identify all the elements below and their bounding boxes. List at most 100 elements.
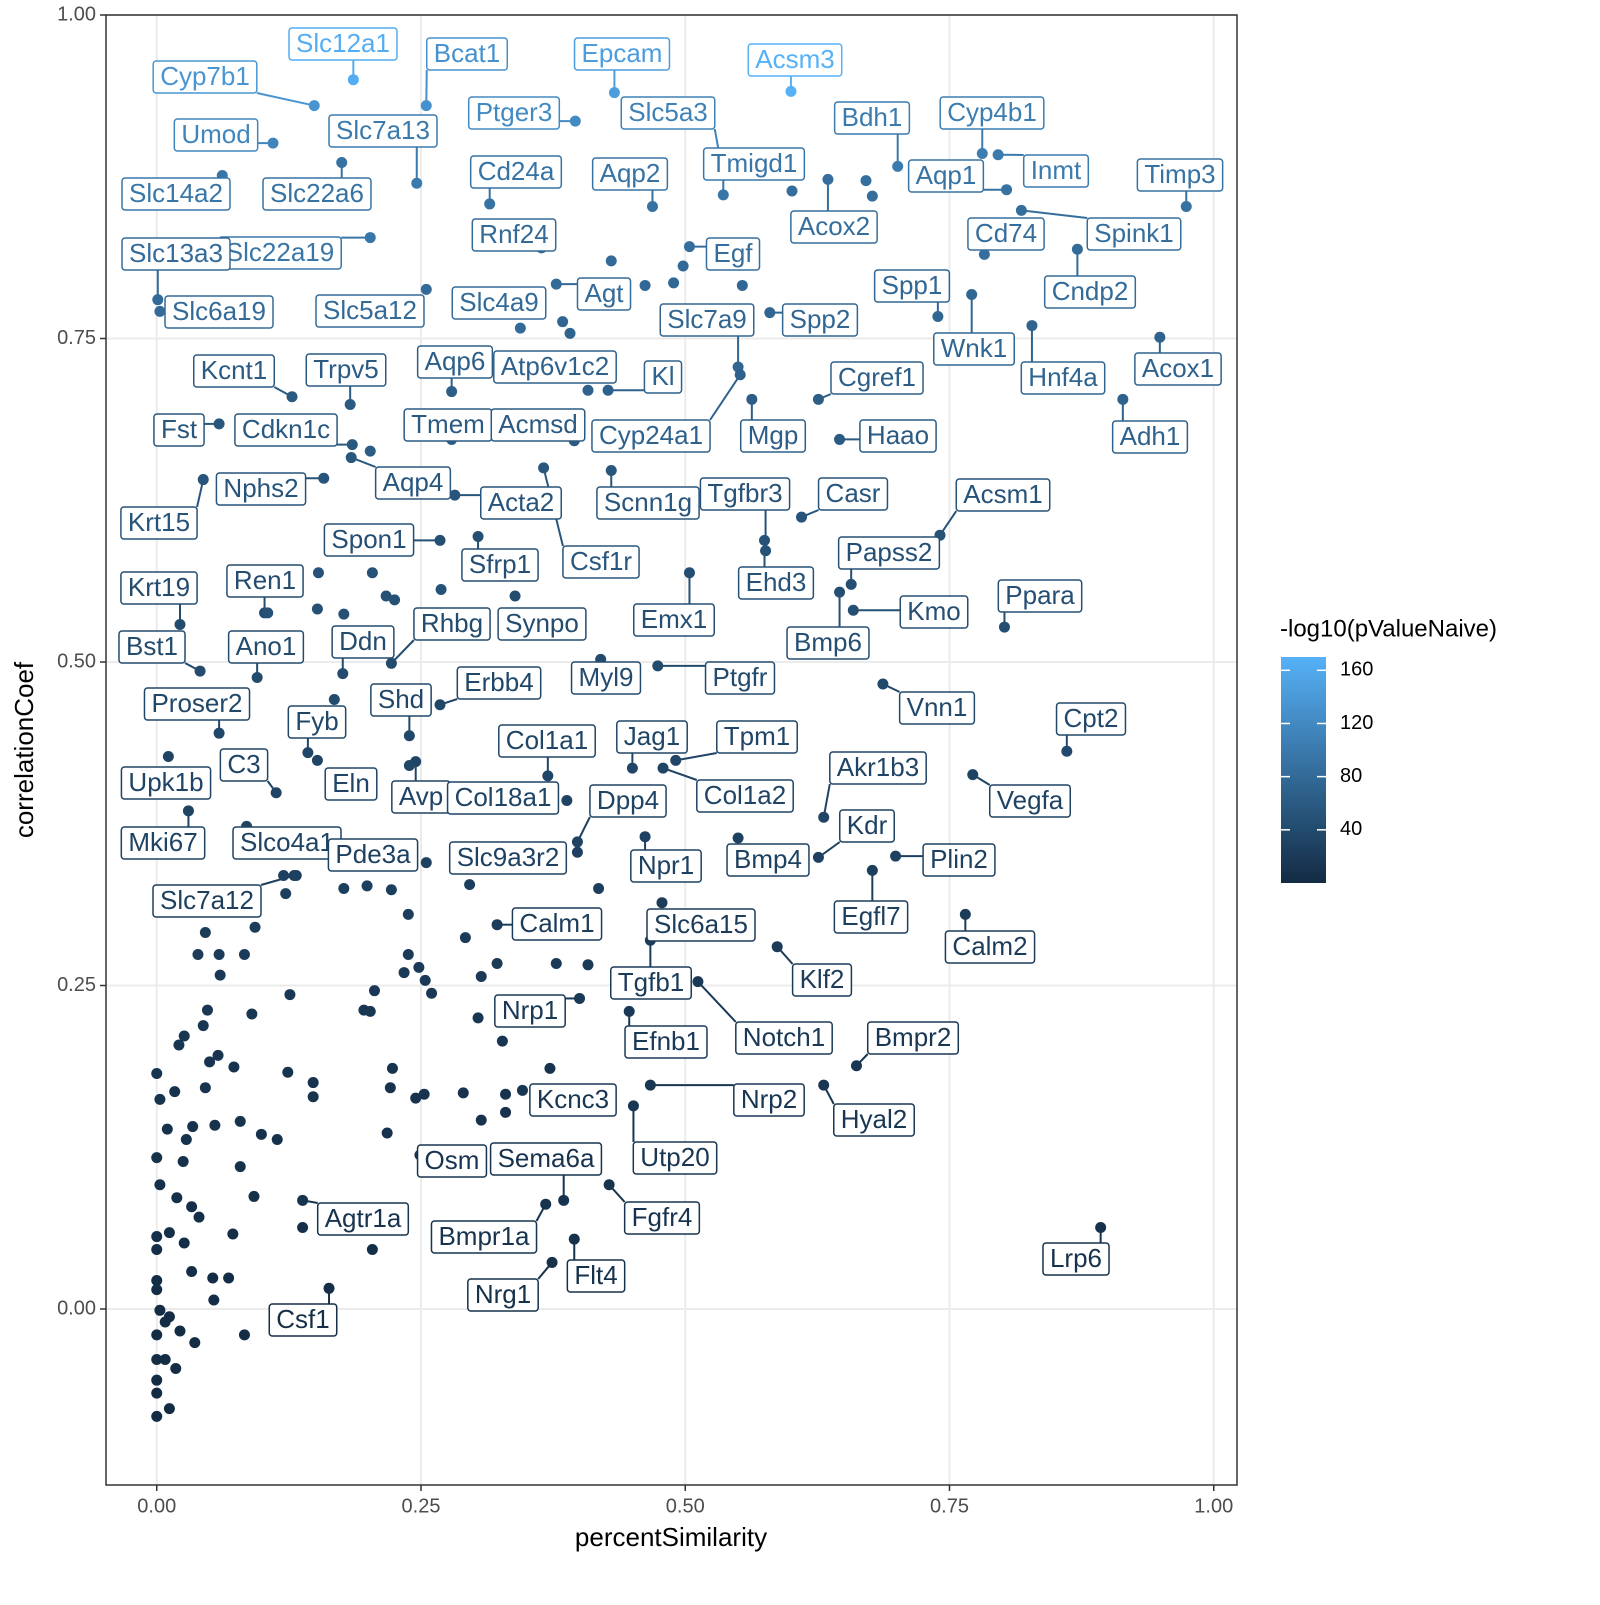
point <box>348 74 359 85</box>
point-label: Col18a1 <box>448 782 559 814</box>
label-text: Papss2 <box>846 537 933 567</box>
point <box>404 730 415 741</box>
point <box>446 386 457 397</box>
point-label: Hyal2 <box>834 1104 914 1136</box>
point <box>670 755 681 766</box>
point-label: Spon1 <box>324 524 413 556</box>
point <box>733 832 744 843</box>
point-label: Shd <box>371 684 431 716</box>
label-text: Ddn <box>339 626 387 656</box>
point <box>813 394 824 405</box>
label-text: Slc22a19 <box>226 237 334 267</box>
label-text: Cdkn1c <box>242 414 330 444</box>
point-label: Fgfr4 <box>625 1202 700 1234</box>
label-text: Egfl7 <box>841 901 900 931</box>
point <box>737 280 748 291</box>
label-text: Csf1r <box>570 546 632 576</box>
point-label: Hnf4a <box>1021 362 1104 394</box>
point <box>628 1100 639 1111</box>
label-text: Wnk1 <box>941 333 1007 363</box>
label-text: Vnn1 <box>907 692 968 722</box>
label-text: Col18a1 <box>455 782 552 812</box>
point-label: Tgfb1 <box>611 967 692 999</box>
point-label: Plin2 <box>923 844 995 876</box>
label-text: Bmpr2 <box>875 1022 952 1052</box>
point-label: Nrg1 <box>468 1279 538 1311</box>
point <box>252 672 263 683</box>
point-label: Notch1 <box>736 1022 832 1054</box>
point <box>250 922 261 933</box>
point <box>163 751 174 762</box>
label-text: Ptger3 <box>476 97 553 127</box>
label-text: Akr1b3 <box>837 752 919 782</box>
point <box>282 1067 293 1078</box>
label-text: Jag1 <box>624 721 680 751</box>
label-text: Slc13a3 <box>129 238 223 268</box>
x-tick-label: 0.75 <box>930 1495 969 1517</box>
label-text: Col1a2 <box>704 780 786 810</box>
point <box>329 694 340 705</box>
label-text: Vegfa <box>997 785 1064 815</box>
point-label: Fst <box>154 414 204 446</box>
point <box>515 323 526 334</box>
point <box>500 1107 511 1118</box>
point-label: Slc5a3 <box>621 97 715 129</box>
point-label: Timp3 <box>1137 159 1222 191</box>
label-text: Cyp7b1 <box>160 61 250 91</box>
point <box>154 1094 165 1105</box>
point <box>192 949 203 960</box>
label-text: Mgp <box>748 420 799 450</box>
label-text: Slc5a3 <box>628 97 708 127</box>
label-text: Spp2 <box>790 304 851 334</box>
point <box>1061 746 1072 757</box>
legend-title: -log10(pValueNaive) <box>1280 615 1497 642</box>
point <box>436 584 447 595</box>
point-label: Slc5a12 <box>316 295 424 327</box>
point <box>624 1006 635 1017</box>
point <box>551 958 562 969</box>
x-tick-label: 0.00 <box>137 1495 176 1517</box>
point-label: Erbb4 <box>457 667 540 699</box>
point-label: Spp2 <box>783 304 858 336</box>
point-label: Bmp6 <box>787 627 869 659</box>
point <box>834 587 845 598</box>
point <box>860 175 871 186</box>
point-label: Cyp7b1 <box>153 61 257 93</box>
point <box>284 989 295 1000</box>
point <box>403 949 414 960</box>
label-text: Slc5a12 <box>323 295 417 325</box>
point <box>181 1134 192 1145</box>
colorbar-tick-label: 160 <box>1340 659 1373 681</box>
point-label: Col1a2 <box>697 780 793 812</box>
point-label: Mki67 <box>121 827 204 859</box>
point <box>760 545 771 556</box>
point <box>291 870 302 881</box>
label-text: Osm <box>425 1145 480 1175</box>
label-text: Utp20 <box>640 1142 709 1172</box>
point-label: Cd74 <box>968 218 1044 250</box>
label-text: Pde3a <box>335 839 411 869</box>
point-label: Casr <box>819 478 888 510</box>
point <box>421 100 432 111</box>
point <box>435 535 446 546</box>
point-label: Acox2 <box>791 211 877 243</box>
point <box>684 567 695 578</box>
point-label: Papss2 <box>839 537 940 569</box>
point <box>239 1329 250 1340</box>
point-label: Aqp2 <box>593 158 668 190</box>
point-label: Slco4a1 <box>233 827 341 859</box>
point <box>786 185 797 196</box>
point <box>268 138 279 149</box>
point <box>1072 244 1083 255</box>
point <box>202 1005 213 1016</box>
x-tick-label: 0.50 <box>666 1495 705 1517</box>
point <box>977 148 988 159</box>
point <box>399 967 410 978</box>
label-text: Bcat1 <box>434 38 501 68</box>
point-label: Emx1 <box>634 604 714 636</box>
point <box>215 970 226 981</box>
point-label: Upk1b <box>121 767 210 799</box>
label-text: Haao <box>867 420 929 450</box>
x-axis-title: percentSimilarity <box>575 1522 767 1552</box>
label-text: Acox2 <box>798 211 870 241</box>
